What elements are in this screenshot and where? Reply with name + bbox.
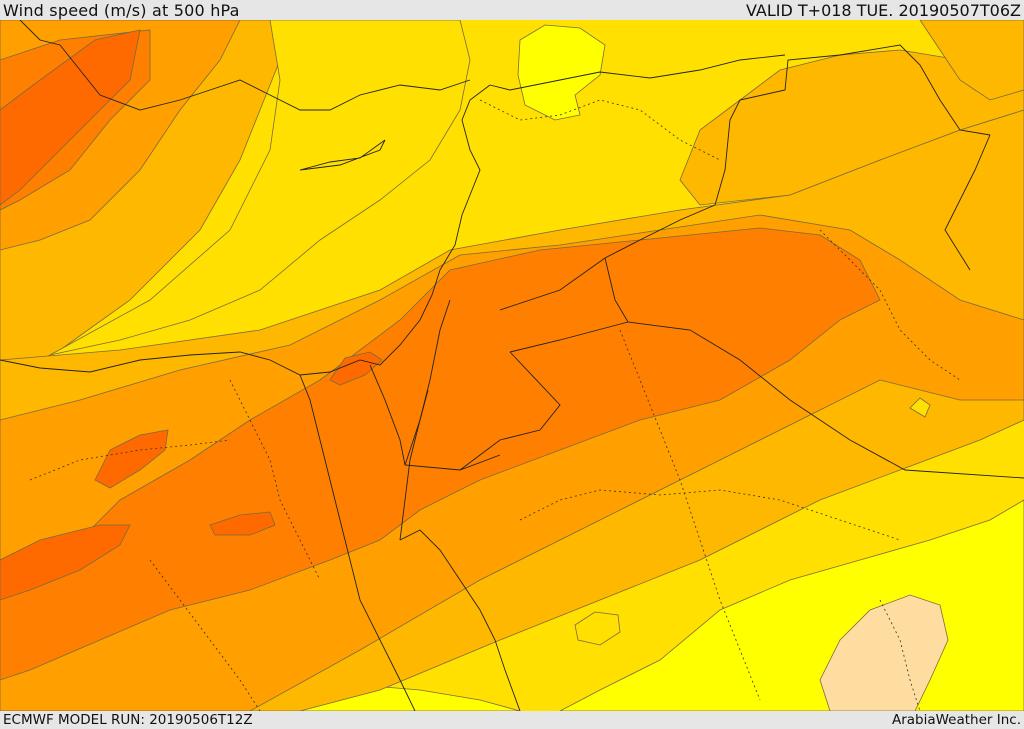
wind-band-very-low-north bbox=[517, 24, 606, 121]
coastlines bbox=[0, 20, 786, 711]
header-bar: Wind speed (m/s) at 500 hPa VALID T+018 … bbox=[0, 0, 1024, 20]
model-run: ECMWF MODEL RUN: 20190506T12Z bbox=[3, 712, 253, 728]
wind-patch-low-2 bbox=[574, 611, 621, 646]
wind-patch-very-high-4 bbox=[329, 351, 383, 386]
wind-map-canvas bbox=[0, 20, 1024, 711]
wind-patch-very-high-1 bbox=[94, 429, 169, 489]
wind-band-mid-northeast-top bbox=[919, 20, 1024, 101]
wind-band-very-high-west bbox=[0, 29, 141, 206]
map-title: Wind speed (m/s) at 500 hPa bbox=[3, 0, 240, 20]
wind-patch-low-3 bbox=[909, 397, 931, 418]
wind-map[interactable] bbox=[0, 20, 1024, 711]
province-borders bbox=[29, 99, 961, 711]
wind-band-pale bbox=[819, 594, 949, 711]
wind-band-high-jet bbox=[0, 227, 881, 681]
wind-band-low-north bbox=[49, 20, 471, 356]
credit: ArabiaWeather Inc. bbox=[891, 712, 1021, 728]
wind-patch-very-high-3 bbox=[209, 511, 276, 536]
country-borders bbox=[369, 44, 1024, 479]
valid-time: VALID T+018 TUE. 20190507T06Z bbox=[745, 0, 1021, 20]
footer-bar: ECMWF MODEL RUN: 20190506T12Z ArabiaWeat… bbox=[0, 711, 1024, 729]
wind-patch-very-high-2 bbox=[0, 524, 131, 601]
